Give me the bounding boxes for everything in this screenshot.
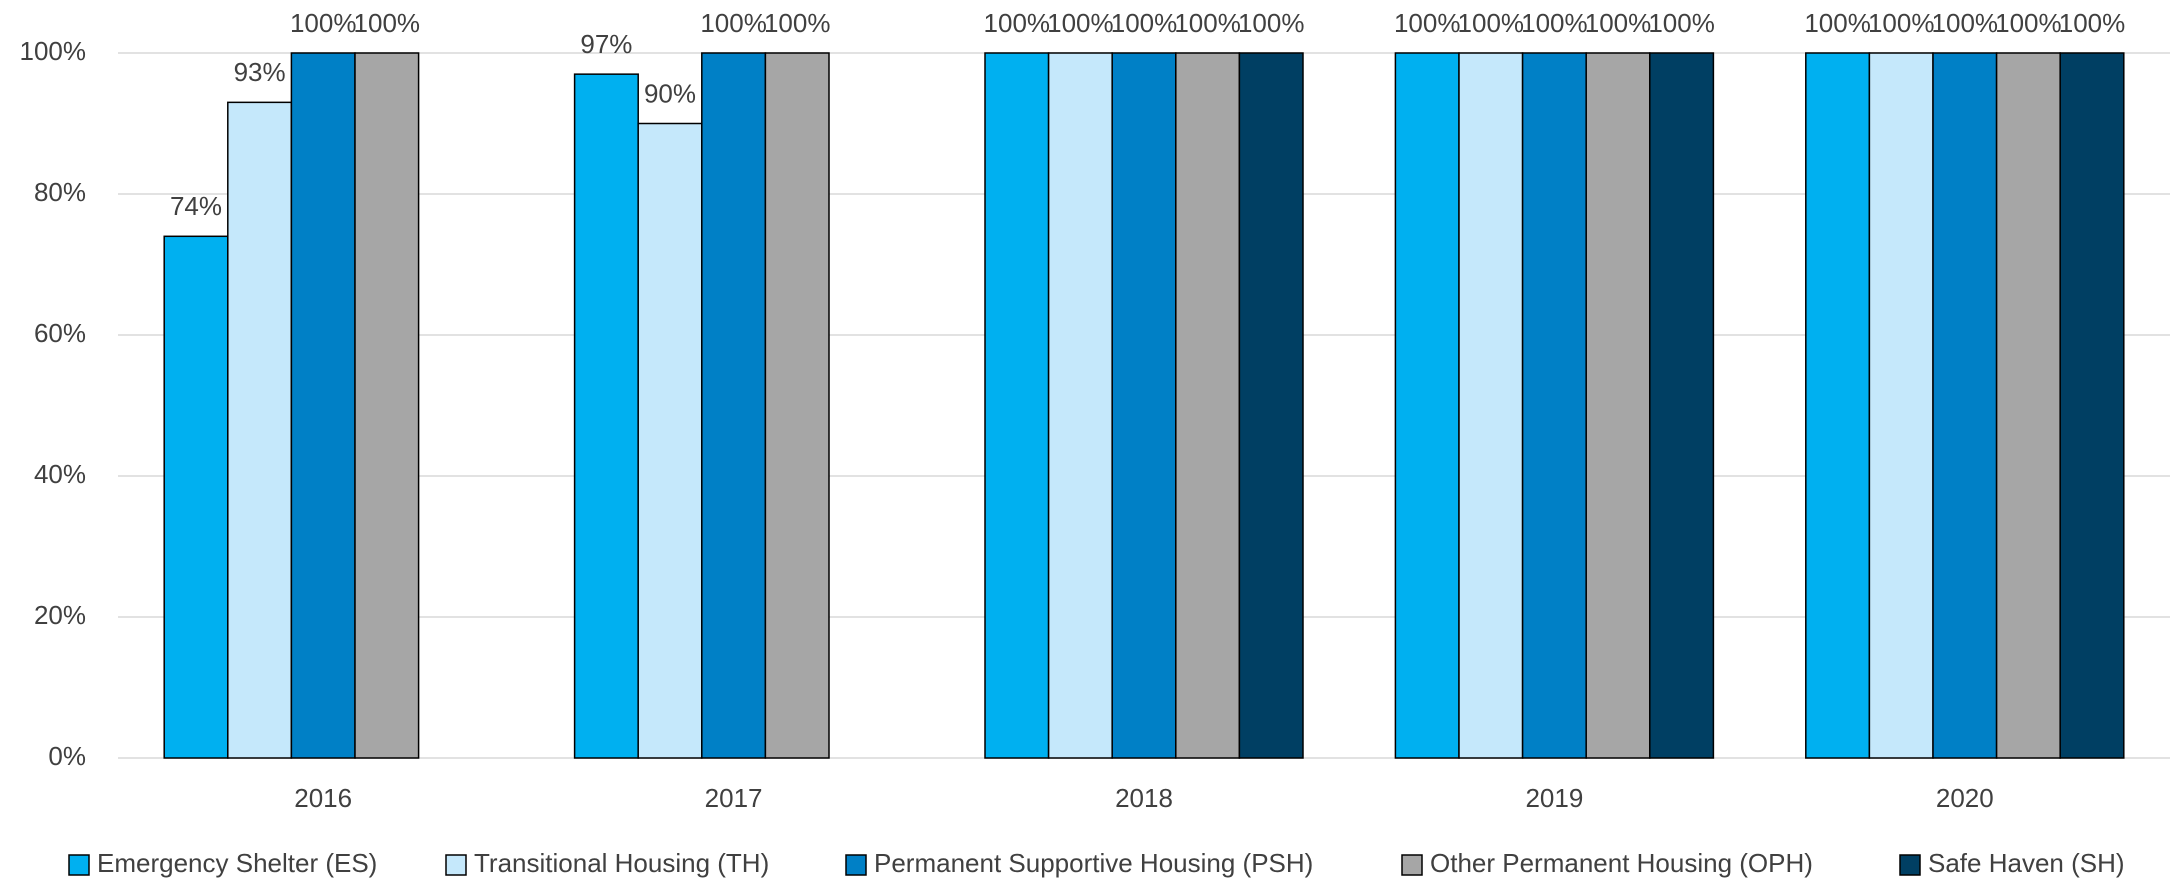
x-tick-label: 2017 — [705, 783, 763, 813]
bar — [1394, 52, 1460, 759]
data-label: 100% — [1047, 8, 1114, 38]
x-tick-label: 2018 — [1115, 783, 1173, 813]
legend-label: Other Permanent Housing (OPH) — [1430, 848, 1813, 878]
data-label: 100% — [1585, 8, 1652, 38]
data-label: 100% — [1111, 8, 1178, 38]
data-label: 90% — [644, 78, 696, 108]
bar — [1047, 52, 1113, 759]
legend-label: Permanent Supportive Housing (PSH) — [874, 848, 1313, 878]
data-label: 100% — [1804, 8, 1871, 38]
bar — [573, 73, 639, 759]
legend-label: Emergency Shelter (ES) — [97, 848, 377, 878]
x-tick-label: 2019 — [1525, 783, 1583, 813]
bar — [1458, 52, 1524, 759]
data-label: 100% — [1995, 8, 2062, 38]
bar — [290, 52, 356, 759]
legend-swatch — [68, 854, 90, 876]
y-tick-label: 100% — [20, 36, 87, 66]
bar — [1238, 52, 1304, 759]
x-tick-label: 2020 — [1936, 783, 1994, 813]
data-label: 74% — [170, 191, 222, 221]
data-label: 100% — [1238, 8, 1305, 38]
data-label: 100% — [984, 8, 1051, 38]
bar — [163, 235, 229, 759]
legend-swatch — [1899, 854, 1921, 876]
bar — [637, 122, 703, 759]
bar — [227, 101, 293, 759]
y-tick-label: 60% — [34, 318, 86, 348]
legend-label: Transitional Housing (TH) — [474, 848, 769, 878]
legend-swatch — [445, 854, 467, 876]
y-tick-label: 0% — [48, 741, 86, 771]
data-label: 100% — [354, 8, 421, 38]
data-label: 100% — [1932, 8, 1999, 38]
bar — [1868, 52, 1934, 759]
data-label: 100% — [700, 8, 767, 38]
y-tick-label: 80% — [34, 177, 86, 207]
data-label: 97% — [580, 29, 632, 59]
bar — [1649, 52, 1715, 759]
data-label: 100% — [2059, 8, 2126, 38]
bar — [1175, 52, 1241, 759]
legend-label: Safe Haven (SH) — [1928, 848, 2125, 878]
x-tick-label: 2016 — [294, 783, 352, 813]
bar — [1521, 52, 1587, 759]
bar — [1932, 52, 1998, 759]
y-tick-label: 40% — [34, 459, 86, 489]
bar — [1995, 52, 2061, 759]
bar — [764, 52, 830, 759]
data-label: 100% — [1174, 8, 1241, 38]
data-label: 100% — [1521, 8, 1588, 38]
bar — [701, 52, 767, 759]
bar — [354, 52, 420, 759]
bar — [1585, 52, 1651, 759]
data-label: 100% — [764, 8, 831, 38]
data-label: 93% — [234, 57, 286, 87]
bar — [1111, 52, 1177, 759]
data-label: 100% — [1648, 8, 1715, 38]
y-tick-label: 20% — [34, 600, 86, 630]
bar — [2059, 52, 2125, 759]
bar — [1805, 52, 1871, 759]
data-label: 100% — [290, 8, 357, 38]
legend-swatch — [1401, 854, 1423, 876]
data-label: 100% — [1394, 8, 1461, 38]
bar — [984, 52, 1050, 759]
data-label: 100% — [1458, 8, 1525, 38]
legend-swatch — [845, 854, 867, 876]
data-label: 100% — [1868, 8, 1935, 38]
